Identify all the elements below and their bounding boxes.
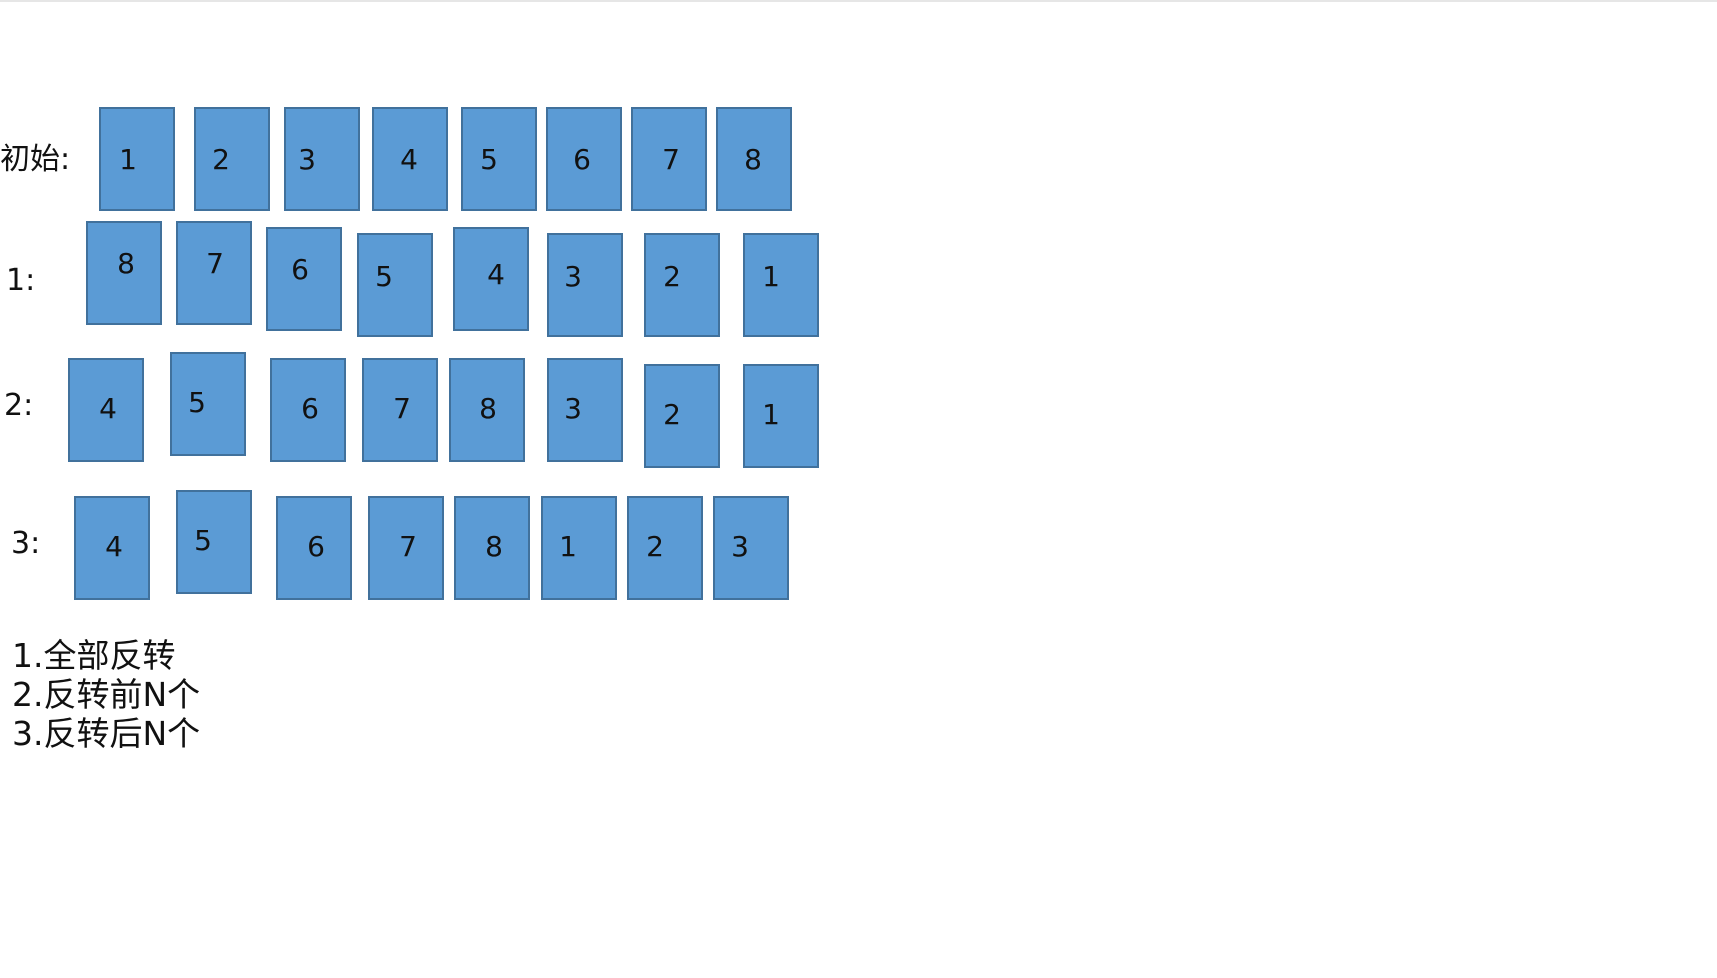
box-step3-1: 1 (541, 496, 617, 600)
box-initial-5: 5 (461, 107, 537, 211)
box-label: 2 (646, 529, 664, 563)
box-initial-7: 7 (631, 107, 707, 211)
box-step1-1: 1 (743, 233, 819, 337)
box-label: 5 (188, 385, 206, 419)
box-label: 4 (487, 257, 505, 291)
box-step1-5: 5 (357, 233, 433, 337)
box-label: 6 (291, 252, 309, 286)
box-label: 2 (663, 259, 681, 293)
box-step3-2: 2 (627, 496, 703, 600)
box-step2-8: 8 (449, 358, 525, 462)
box-step3-6: 6 (276, 496, 352, 600)
box-initial-2: 2 (194, 107, 270, 211)
row-label-step-1: 1: (6, 263, 36, 298)
box-step1-4: 4 (453, 227, 529, 331)
box-label: 7 (662, 142, 680, 176)
box-label: 7 (393, 391, 411, 425)
box-step2-3: 3 (547, 358, 623, 462)
box-step3-8: 8 (454, 496, 530, 600)
note-reverse-all: 1.全部反转 (12, 636, 176, 675)
box-step2-6: 6 (270, 358, 346, 462)
box-step1-3: 3 (547, 233, 623, 337)
box-label: 8 (117, 246, 135, 280)
box-step3-3: 3 (713, 496, 789, 600)
box-label: 3 (564, 391, 582, 425)
box-label: 4 (105, 529, 123, 563)
box-label: 7 (206, 246, 224, 280)
box-label: 6 (573, 142, 591, 176)
box-label: 3 (298, 142, 316, 176)
box-label: 2 (212, 142, 230, 176)
row-label-step-3: 3: (11, 526, 41, 561)
box-label: 4 (400, 142, 418, 176)
box-label: 3 (731, 529, 749, 563)
box-step3-5: 5 (176, 490, 252, 594)
box-step2-1: 1 (743, 364, 819, 468)
box-label: 8 (485, 529, 503, 563)
box-label: 1 (762, 397, 780, 431)
box-initial-4: 4 (372, 107, 448, 211)
note-reverse-last-n: 3.反转后N个 (12, 714, 201, 753)
box-label: 1 (119, 142, 137, 176)
box-step1-6: 6 (266, 227, 342, 331)
box-initial-6: 6 (546, 107, 622, 211)
row-label-initial: 初始: (0, 142, 71, 177)
box-label: 4 (99, 391, 117, 425)
box-label: 1 (762, 259, 780, 293)
box-step1-7: 7 (176, 221, 252, 325)
notes-list: 1.全部反转 2.反转前N个 3.反转后N个 (12, 636, 200, 753)
box-label: 3 (564, 259, 582, 293)
box-label: 2 (663, 397, 681, 431)
box-step2-7: 7 (362, 358, 438, 462)
box-initial-3: 3 (284, 107, 360, 211)
box-step1-8: 8 (86, 221, 162, 325)
box-initial-8: 8 (716, 107, 792, 211)
box-label: 6 (307, 529, 325, 563)
box-label: 5 (480, 142, 498, 176)
box-step3-7: 7 (368, 496, 444, 600)
top-border-line (0, 0, 1717, 2)
box-label: 5 (375, 259, 393, 293)
box-step2-5: 5 (170, 352, 246, 456)
box-label: 8 (744, 142, 762, 176)
box-step3-4: 4 (74, 496, 150, 600)
note-reverse-first-n: 2.反转前N个 (12, 675, 201, 714)
box-step1-2: 2 (644, 233, 720, 337)
box-initial-1: 1 (99, 107, 175, 211)
box-step2-2: 2 (644, 364, 720, 468)
row-label-step-2: 2: (4, 388, 34, 423)
box-label: 1 (559, 529, 577, 563)
box-label: 6 (301, 391, 319, 425)
box-label: 8 (479, 391, 497, 425)
box-label: 7 (399, 529, 417, 563)
box-step2-4: 4 (68, 358, 144, 462)
box-label: 5 (194, 523, 212, 557)
